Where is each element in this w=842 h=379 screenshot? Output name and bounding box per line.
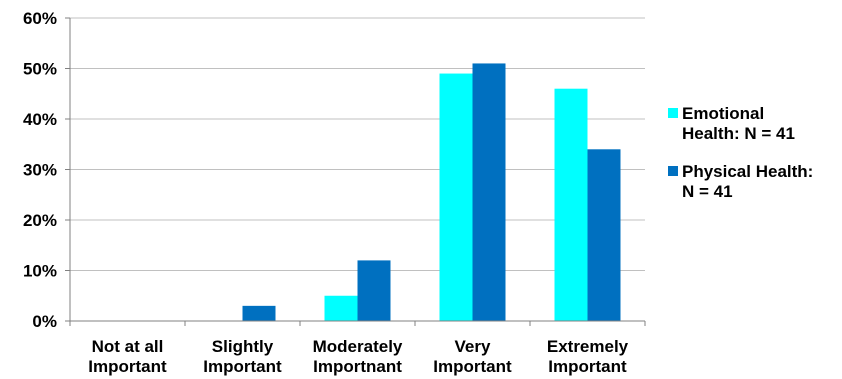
bar (472, 63, 506, 321)
y-tick-label: 60% (23, 9, 57, 28)
y-tick-label: 50% (23, 60, 57, 79)
category-label: Slightly Important (203, 337, 282, 376)
y-tick-label: 40% (23, 110, 57, 129)
y-tick-label: 20% (23, 211, 57, 230)
y-axis: 0% 10% 20% 30% 40% 50% 60% (23, 9, 71, 331)
category-label: Very Important (433, 337, 512, 376)
category-label: Not at all Important (88, 337, 167, 376)
bar (554, 88, 588, 321)
legend: Emotional Health: N = 41 Physical Health: N… (668, 104, 813, 201)
bar (587, 149, 621, 321)
legend-label: Physical Health: N = 41 (682, 162, 813, 201)
bar (324, 295, 358, 321)
y-tick-label: 10% (23, 262, 57, 281)
bars (242, 63, 621, 321)
category-label: Moderately Importnant (313, 337, 403, 376)
y-tick-label: 0% (32, 312, 57, 331)
category-label: Extremely Important (547, 337, 629, 376)
legend-swatch (668, 108, 678, 118)
legend-label: Emotional Health: N = 41 (682, 104, 795, 143)
x-axis: Not at all Important Slightly Important Mode… (69, 320, 646, 376)
y-tick-label: 30% (23, 161, 57, 180)
bar (439, 73, 473, 321)
bar (357, 260, 391, 321)
bar (242, 305, 276, 321)
gridlines (70, 17, 645, 271)
legend-swatch (668, 166, 678, 176)
